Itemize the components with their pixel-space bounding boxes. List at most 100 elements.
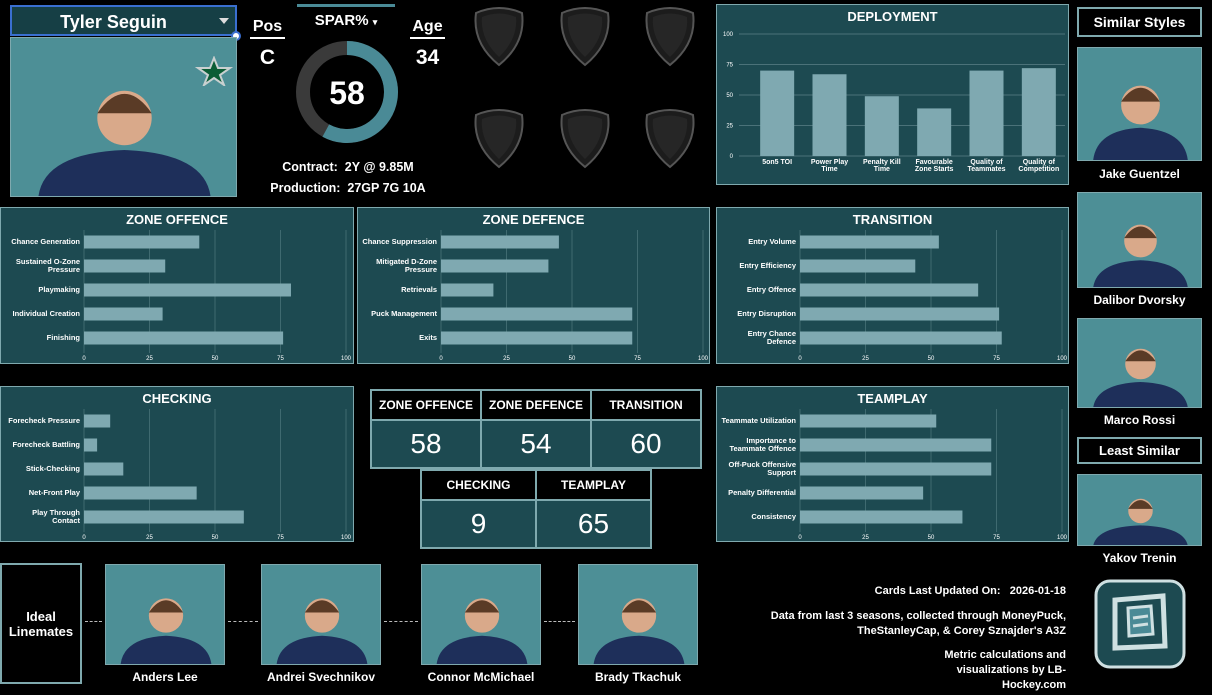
donut-arc [322,41,398,143]
connector [85,621,102,622]
age-value: 34 [415,46,440,69]
source: Data from last 3 seasons, collected thro… [770,610,1066,637]
chart-panel: CHECKING 0 25 50 75 100 Forecheck Pressure Fore… [0,386,354,542]
badge [560,109,610,169]
hair [97,93,152,114]
x-tick-label: 25 [146,356,153,362]
silhouette [1093,498,1188,545]
production-value: 27GP 7G 10A [347,181,426,195]
bar [812,74,847,156]
y-tick-label: Off-Puck Offensive Support [728,460,796,477]
x-tick-label: 100 [1057,356,1068,362]
y-tick-label: Finishing [46,333,80,343]
y-tick-label: Entry Disruption [737,309,796,319]
bar [800,259,916,273]
jersey [276,635,368,664]
spar-value: 58 [329,75,365,111]
jersey [1093,260,1188,287]
y-tick-label: Entry Efficiency [739,261,796,271]
y-tick-label: 25 [726,124,733,130]
connector [228,621,258,622]
player-photo [261,564,381,665]
x-tick-label: 25 [862,535,869,541]
score-value: 9 [420,499,537,549]
bar [800,414,937,428]
y-tick-label: Entry Chance Defence [747,329,796,346]
player-name: Tyler Seguin [60,12,167,32]
bar [441,307,633,321]
y-tick-label: Entry Volume [748,237,796,247]
spar-label[interactable]: SPAR% ▾ [297,4,395,29]
bar [84,414,111,428]
chart: 0 25 50 75 100 [798,230,1068,362]
pos-value: C [259,46,276,69]
bar [864,96,899,156]
player-name: Dalibor Dvorsky [1093,293,1186,307]
production: Production: 27GP 7G 10A [240,181,456,195]
badge [645,109,695,169]
production-label: Production: [270,181,341,195]
chart-panel: TRANSITION 0 25 50 75 100 Entry Volume Entry Ef… [716,207,1069,364]
chart: 0 25 50 75 100 [439,230,709,362]
player-photo [1077,47,1202,161]
y-tick-label: Exits [419,333,437,343]
x-tick-label: 75 [993,535,1000,541]
silhouette [1093,224,1188,287]
x-tick-label: 5on5 TOI [762,159,793,166]
player-photo [421,564,541,665]
y-tick-label: Teammate Utilization [721,416,796,426]
y-tick-label: Chance Generation [11,237,80,247]
bar [84,235,200,249]
player-photo [105,564,225,665]
name-dropdown[interactable]: Tyler Seguin [10,5,237,36]
chart: 0 25 50 75 100 [82,409,352,541]
bar [441,331,633,345]
badge [560,7,610,67]
silhouette [436,598,528,664]
player-photo [1077,474,1202,546]
contract: Contract: 2Y @ 9.85M [240,160,456,174]
x-tick-label: Penalty Kill Time [862,159,901,174]
score-header: TRANSITION [590,389,702,421]
site-logo[interactable] [1093,578,1187,670]
bar [800,462,992,476]
chart: 0 25 50 75 100 [723,32,1065,160]
least-similar-title: Least Similar [1077,437,1202,464]
pos-label: Pos [250,18,285,39]
bar [84,283,291,297]
bar [1021,68,1056,156]
bar [917,108,952,156]
y-tick-label: Consistency [751,512,796,522]
chart-title: TEAMPLAY [857,391,928,406]
player-name: Brady Tkachuk [594,670,682,684]
score-header: ZONE OFFENCE [370,389,482,421]
chart-panel: ZONE DEFENCE 0 25 50 75 100 Chance Suppression… [357,207,710,364]
bar [800,307,1000,321]
jersey [1093,127,1188,160]
updated-date: 2026-01-18 [1009,585,1066,597]
jersey [593,635,685,664]
bar [800,235,939,249]
y-tick-label: Mitigated D-Zone Pressure [376,257,437,274]
x-tick-label: 50 [212,356,219,362]
bar [84,486,197,500]
x-tick-label: 50 [928,535,935,541]
chart-panel: DEPLOYMENT 0 25 50 75 100 5on5 TOI Power Play T… [716,4,1069,185]
credit: Metric calculations and visualizations b… [944,649,1066,691]
player-photo [578,564,698,665]
y-tick-label: Individual Creation [12,309,80,319]
jersey [1093,525,1188,545]
age-label: Age [410,18,445,39]
jersey [120,635,212,664]
x-tick-label: 25 [146,535,153,541]
hair [304,600,340,613]
bar [84,510,244,524]
updated: Cards Last Updated On: 2026-01-18 [740,584,1066,599]
y-tick-label: 0 [730,154,734,160]
dropdown-arrow [219,18,229,24]
score-header: CHECKING [420,469,537,501]
y-tick-label: Play Through Contact [32,508,80,525]
y-tick-label: 50 [726,93,733,99]
hair [1121,87,1160,102]
